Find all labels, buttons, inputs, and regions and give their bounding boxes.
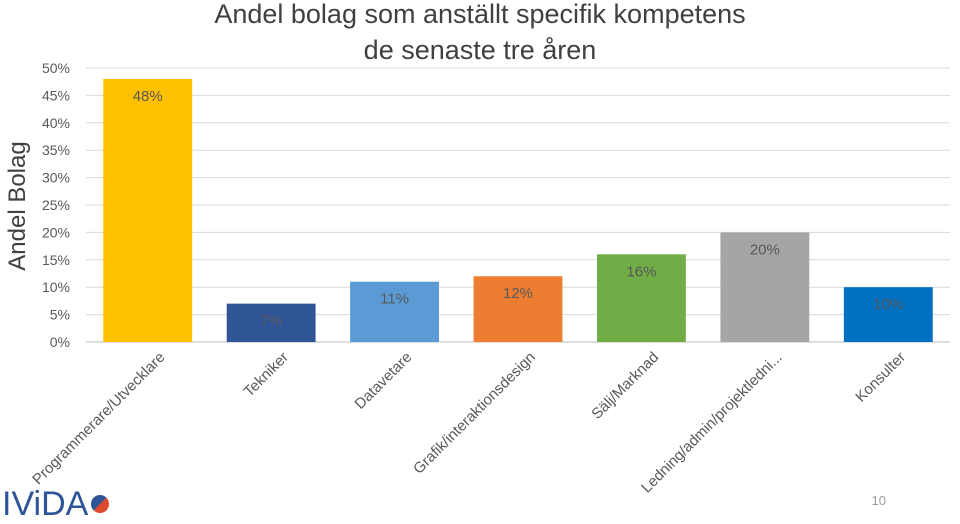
y-tick-label: 5% — [50, 307, 70, 323]
bar — [103, 78, 193, 343]
data-label: 48% — [133, 88, 163, 105]
x-tick-label: Konsulter — [852, 349, 909, 406]
y-tick-label: 35% — [42, 142, 70, 158]
data-label: 20% — [750, 241, 780, 258]
bar — [720, 232, 810, 342]
page-number: 10 — [871, 493, 886, 508]
bar — [843, 287, 933, 342]
x-tick-label: Tekniker — [240, 349, 292, 401]
chart-subtitle: de senaste tre åren — [363, 35, 597, 65]
logo-circle-icon — [91, 495, 110, 513]
y-tick-label: 10% — [42, 279, 70, 295]
y-tick-label: 50% — [42, 60, 70, 76]
x-tick-label: Ledning/admin/projektledni... — [638, 349, 786, 497]
data-label: 10% — [873, 296, 903, 313]
logo-text: IViDA — [2, 484, 89, 523]
y-tick-label: 15% — [42, 252, 70, 268]
x-tick-label: Datavetare — [351, 349, 415, 413]
y-tick-label: 40% — [42, 115, 70, 131]
chart-title: Andel bolag som anställt specifik kompet… — [214, 0, 746, 29]
data-label: 12% — [503, 285, 533, 302]
y-tick-label: 20% — [42, 224, 70, 240]
y-tick-label: 25% — [42, 197, 70, 213]
x-tick-label: Sälj/Marknad — [588, 349, 662, 423]
data-label: 16% — [626, 263, 656, 280]
ivida-logo: IViDA — [2, 485, 110, 523]
bar — [473, 276, 563, 342]
bar — [226, 303, 316, 342]
x-tick-label: Grafik/interaktionsdesign — [410, 349, 539, 478]
y-tick-label: 45% — [42, 87, 70, 103]
bar — [350, 281, 440, 342]
data-label: 11% — [380, 291, 409, 308]
data-label: 7% — [260, 313, 282, 330]
y-tick-label: 0% — [50, 334, 70, 350]
y-tick-label: 30% — [42, 170, 70, 186]
x-tick-label: Programmerare/Utvecklare — [29, 349, 168, 488]
bar — [596, 254, 686, 342]
